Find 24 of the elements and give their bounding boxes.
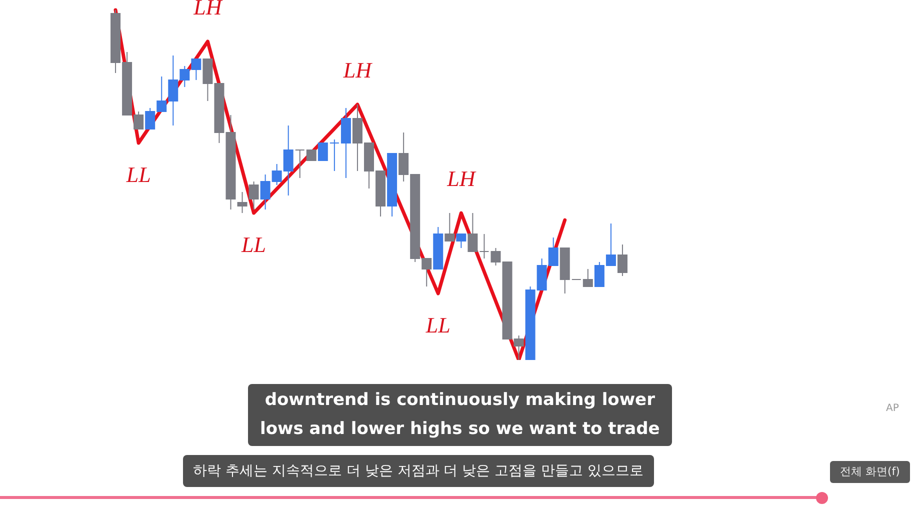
text: AP [886, 403, 899, 414]
candlestick [490, 248, 501, 266]
annotation: LL [125, 162, 151, 187]
candlestick [456, 234, 466, 248]
candlestick [617, 244, 628, 276]
candlestick [582, 268, 593, 287]
candlestick [468, 212, 478, 252]
candlestick [294, 150, 305, 178]
candlestick [318, 142, 328, 161]
annotation: LH [192, 0, 223, 20]
candlestick [248, 181, 259, 210]
annotation: LL [424, 312, 450, 338]
text: lows and lower highs so we want to trade [260, 419, 660, 439]
text: 전체 화면(f) [830, 461, 910, 483]
annotation: LL [240, 232, 266, 257]
candlestick [237, 192, 248, 214]
candlestick [444, 212, 455, 242]
candlestick [329, 139, 340, 172]
annotation: LH [446, 166, 476, 191]
candlestick [306, 150, 316, 161]
text: downtrend is continuously making lower [264, 390, 655, 410]
candlestick [479, 234, 490, 259]
annotation: LH [342, 58, 373, 82]
text: 하락 추세는 지속적으로 더 낮은 저점과 더 낮은 고점을 만들고 있으므로 [183, 455, 654, 487]
